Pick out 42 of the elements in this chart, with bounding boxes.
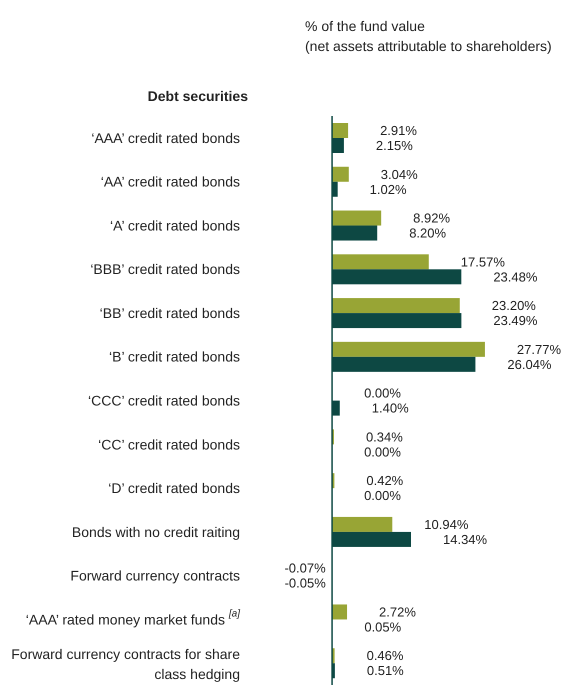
y-tick-label: ‘AAA’ rated money market funds $^{[a]}$ <box>26 608 240 628</box>
y-tick-label: ‘BBB’ credit rated bonds <box>90 261 240 278</box>
y-tick-label: ‘CC’ credit rated bonds <box>98 436 240 452</box>
data-label: 0.00% <box>364 444 402 460</box>
data-label: 17.57% <box>460 254 506 270</box>
data-label: 2.15% <box>376 138 414 153</box>
data-label: 26.04% <box>507 356 552 372</box>
data-label: 0.46% <box>366 648 404 664</box>
data-label: 10.94% <box>424 516 469 532</box>
y-tick-label: ‘AAA’ credit rated bonds <box>91 130 240 146</box>
chart-subtitle: (net assets attributable to shareholders) <box>305 37 552 56</box>
y-tick-label: ‘D’ credit rated bonds <box>108 480 240 496</box>
data-label: 27.77% <box>516 342 562 357</box>
y-tick-label: ‘BB’ credit rated bonds <box>100 304 240 321</box>
data-label: 14.34% <box>443 532 488 547</box>
data-label: -0.05% <box>284 576 326 591</box>
y-tick-label: Bonds with no credit raiting <box>72 524 240 540</box>
chart-title: % of the fund value <box>305 17 426 36</box>
y-tick-label: ‘A’ credit rated bonds <box>110 217 240 234</box>
data-label: 3.04% <box>380 166 418 182</box>
data-label: 0.42% <box>366 473 404 488</box>
y-tick-label: ‘B’ credit rated bonds <box>109 348 240 365</box>
data-label: 23.48% <box>493 269 538 284</box>
text: Debt securities <box>148 88 248 104</box>
y-tick-label: ‘AA’ credit rated bonds <box>100 174 240 190</box>
y-tick-label: Forward currency contracts for share class hedging <box>11 646 240 682</box>
y-tick-label: ‘CCC’ credit rated bonds <box>88 392 240 408</box>
data-label: 8.92% <box>413 210 450 226</box>
data-label: 1.40% <box>372 400 410 416</box>
data-label: 0.05% <box>364 619 402 634</box>
data-label: 2.72% <box>379 604 416 620</box>
data-label: 8.20% <box>409 226 447 241</box>
data-label: 0.00% <box>364 488 402 504</box>
data-label: 23.20% <box>492 298 536 314</box>
data-label: 23.49% <box>493 313 538 328</box>
data-label: 1.02% <box>370 182 407 197</box>
y-tick-label: Forward currency contracts <box>70 568 240 584</box>
data-label: -0.07% <box>284 560 326 576</box>
data-label: 2.91% <box>380 123 418 138</box>
data-label: 0.51% <box>366 663 404 678</box>
data-label: 0.34% <box>366 429 404 444</box>
data-label: 0.00% <box>364 386 402 401</box>
